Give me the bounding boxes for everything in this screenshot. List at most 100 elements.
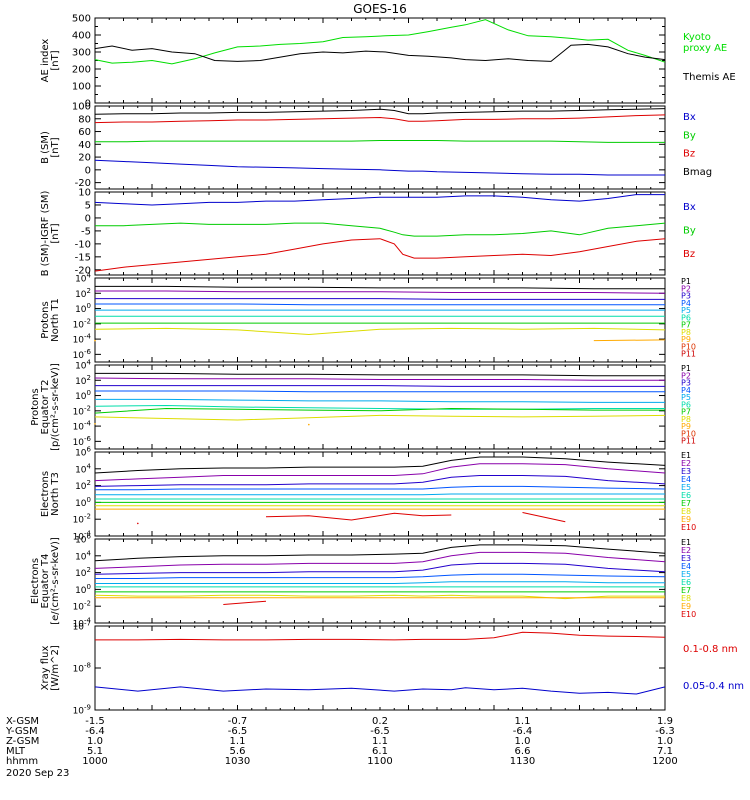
series-line-p3 — [95, 298, 665, 300]
axis-row-value: 1.9 — [657, 716, 673, 727]
y-tick-label: 10-8 — [73, 662, 91, 675]
series-line-e10 — [265, 512, 452, 521]
y-tick-label: 500 — [72, 14, 91, 25]
legend-entry: E5 — [681, 570, 691, 579]
y-tick-label: 10-4 — [73, 530, 92, 543]
axis-row-value: 1200 — [652, 756, 677, 767]
y-axis-label: B (SM) — [40, 131, 51, 164]
legend-entry: E2 — [681, 546, 691, 555]
legend-entry: E3 — [681, 554, 691, 563]
legend-entry: Bmag — [683, 167, 712, 178]
legend-entry: E9 — [681, 515, 691, 524]
panel-5: 104 102 100 10-2 10-4 10-6 Protons Equator T2 [p… — [30, 359, 696, 451]
y-tick-label: 100 — [75, 583, 91, 596]
series-line-bz — [94, 114, 666, 124]
series-point-p9 — [308, 423, 310, 426]
series-point-e10 — [137, 522, 139, 525]
y-tick-label: 104 — [75, 462, 91, 475]
legend-entry: By — [683, 226, 696, 237]
legend-entry: E1 — [681, 538, 691, 547]
panel-7: 106 104 102 100 10-2 10-4 Electrons Equator T4[… — [30, 533, 696, 630]
y-tick-label: 102 — [75, 479, 91, 492]
axis-row-value: -6.5 — [370, 726, 390, 737]
legend-entry: Bz — [683, 149, 695, 160]
series-line-p4 — [95, 390, 665, 393]
legend-entry: P5 — [681, 393, 691, 402]
y-tick-label: 5 — [85, 200, 91, 211]
legend-entry: E4 — [681, 562, 691, 571]
axis-row-value: 7.1 — [657, 746, 673, 757]
legend-entry: E2 — [681, 459, 691, 468]
legend-entry: P8 — [681, 328, 691, 337]
legend-entry: E7 — [681, 586, 691, 595]
y-tick-label: 10-7 — [73, 620, 91, 633]
y-tick-label: -5 — [81, 226, 91, 237]
series-line-e3 — [94, 475, 666, 487]
legend-entry: E8 — [681, 594, 691, 603]
y-tick-label: -20 — [75, 178, 91, 189]
series-line-p5 — [95, 398, 665, 403]
legend-entry: Bx — [683, 112, 696, 123]
legend-entry: proxy AE — [683, 43, 727, 54]
legend-entry: P3 — [681, 379, 691, 388]
y-tick-label: 80 — [78, 114, 91, 125]
y-tick-label: 104 — [75, 272, 91, 285]
axis-row-value: 1.1 — [230, 736, 246, 747]
legend-entry: 0.1-0.8 nm — [683, 644, 738, 655]
y-tick-label: 20 — [78, 153, 91, 164]
series-line-0-1-0-8-nm — [95, 631, 666, 641]
panel-frame — [94, 625, 666, 711]
axis-row-value: 6.1 — [372, 746, 388, 757]
series-point-p9 — [94, 423, 96, 425]
y-axis-label: Electrons — [30, 558, 41, 604]
series-line-by — [95, 222, 666, 237]
y-tick-label: 102 — [75, 374, 91, 387]
y-tick-label: 10-4 — [73, 333, 92, 346]
legend-entry: P2 — [681, 371, 691, 380]
axis-row-value: -6.4 — [513, 726, 533, 737]
panel-3: -20 -15 -10 -5 0 510 B (SM)-IGRF (SM) [nT] Bx By B… — [40, 188, 696, 277]
y-tick-label: 106 — [75, 446, 91, 459]
series-line-p8 — [94, 414, 666, 421]
axis-row-label: hhmm — [6, 756, 38, 767]
legend-entry: E1 — [681, 451, 691, 460]
y-axis-label: [W/m^2] — [50, 645, 61, 691]
series-line-p6 — [94, 404, 665, 410]
y-tick-label: 102 — [75, 287, 91, 300]
legend-entry: P4 — [681, 299, 691, 308]
y-tick-label: -15 — [75, 252, 91, 263]
legend-entry: E8 — [681, 507, 691, 516]
axis-row-label: Y-GSM — [5, 726, 38, 737]
legend-entry: P11 — [681, 350, 696, 359]
y-axis-label: [p/(cm²-s-sr-keV)] — [50, 363, 61, 451]
y-tick-label: -20 — [75, 265, 91, 276]
axis-row-value: 1.0 — [87, 736, 103, 747]
legend-entry: P5 — [681, 306, 691, 315]
series-line-e5 — [95, 581, 665, 584]
axis-row-label: Z-GSM — [6, 736, 39, 747]
axis-row-value: 1030 — [225, 756, 250, 767]
y-tick-label: 10-4 — [73, 617, 92, 630]
y-axis-label: Electrons — [40, 471, 51, 517]
series-line-p1 — [95, 285, 665, 290]
series-point-p9 — [94, 339, 96, 342]
y-tick-label: 10-4 — [73, 420, 92, 433]
legend-entry: E6 — [681, 578, 691, 587]
y-tick-label: 104 — [75, 359, 91, 372]
series-line-themis-ae — [94, 43, 666, 62]
panel-4: 104 102 100 10-2 10-4 10-6 Protons North T1 P1P2… — [40, 272, 696, 363]
axis-row-value: -6.3 — [655, 726, 675, 737]
legend-entry: E6 — [681, 491, 691, 500]
axis-row-value: 1.1 — [372, 736, 388, 747]
series-line-e3 — [94, 562, 666, 575]
series-line-e10 — [223, 600, 267, 605]
legend-entry: P2 — [681, 284, 691, 293]
legend-entry: P10 — [681, 342, 696, 351]
axis-row-value: -6.4 — [85, 726, 105, 737]
y-tick-label: 100 — [75, 389, 91, 402]
axis-row-value: 1.1 — [515, 716, 531, 727]
axis-row-value: -1.5 — [85, 716, 105, 727]
series-line-e2 — [94, 463, 666, 482]
